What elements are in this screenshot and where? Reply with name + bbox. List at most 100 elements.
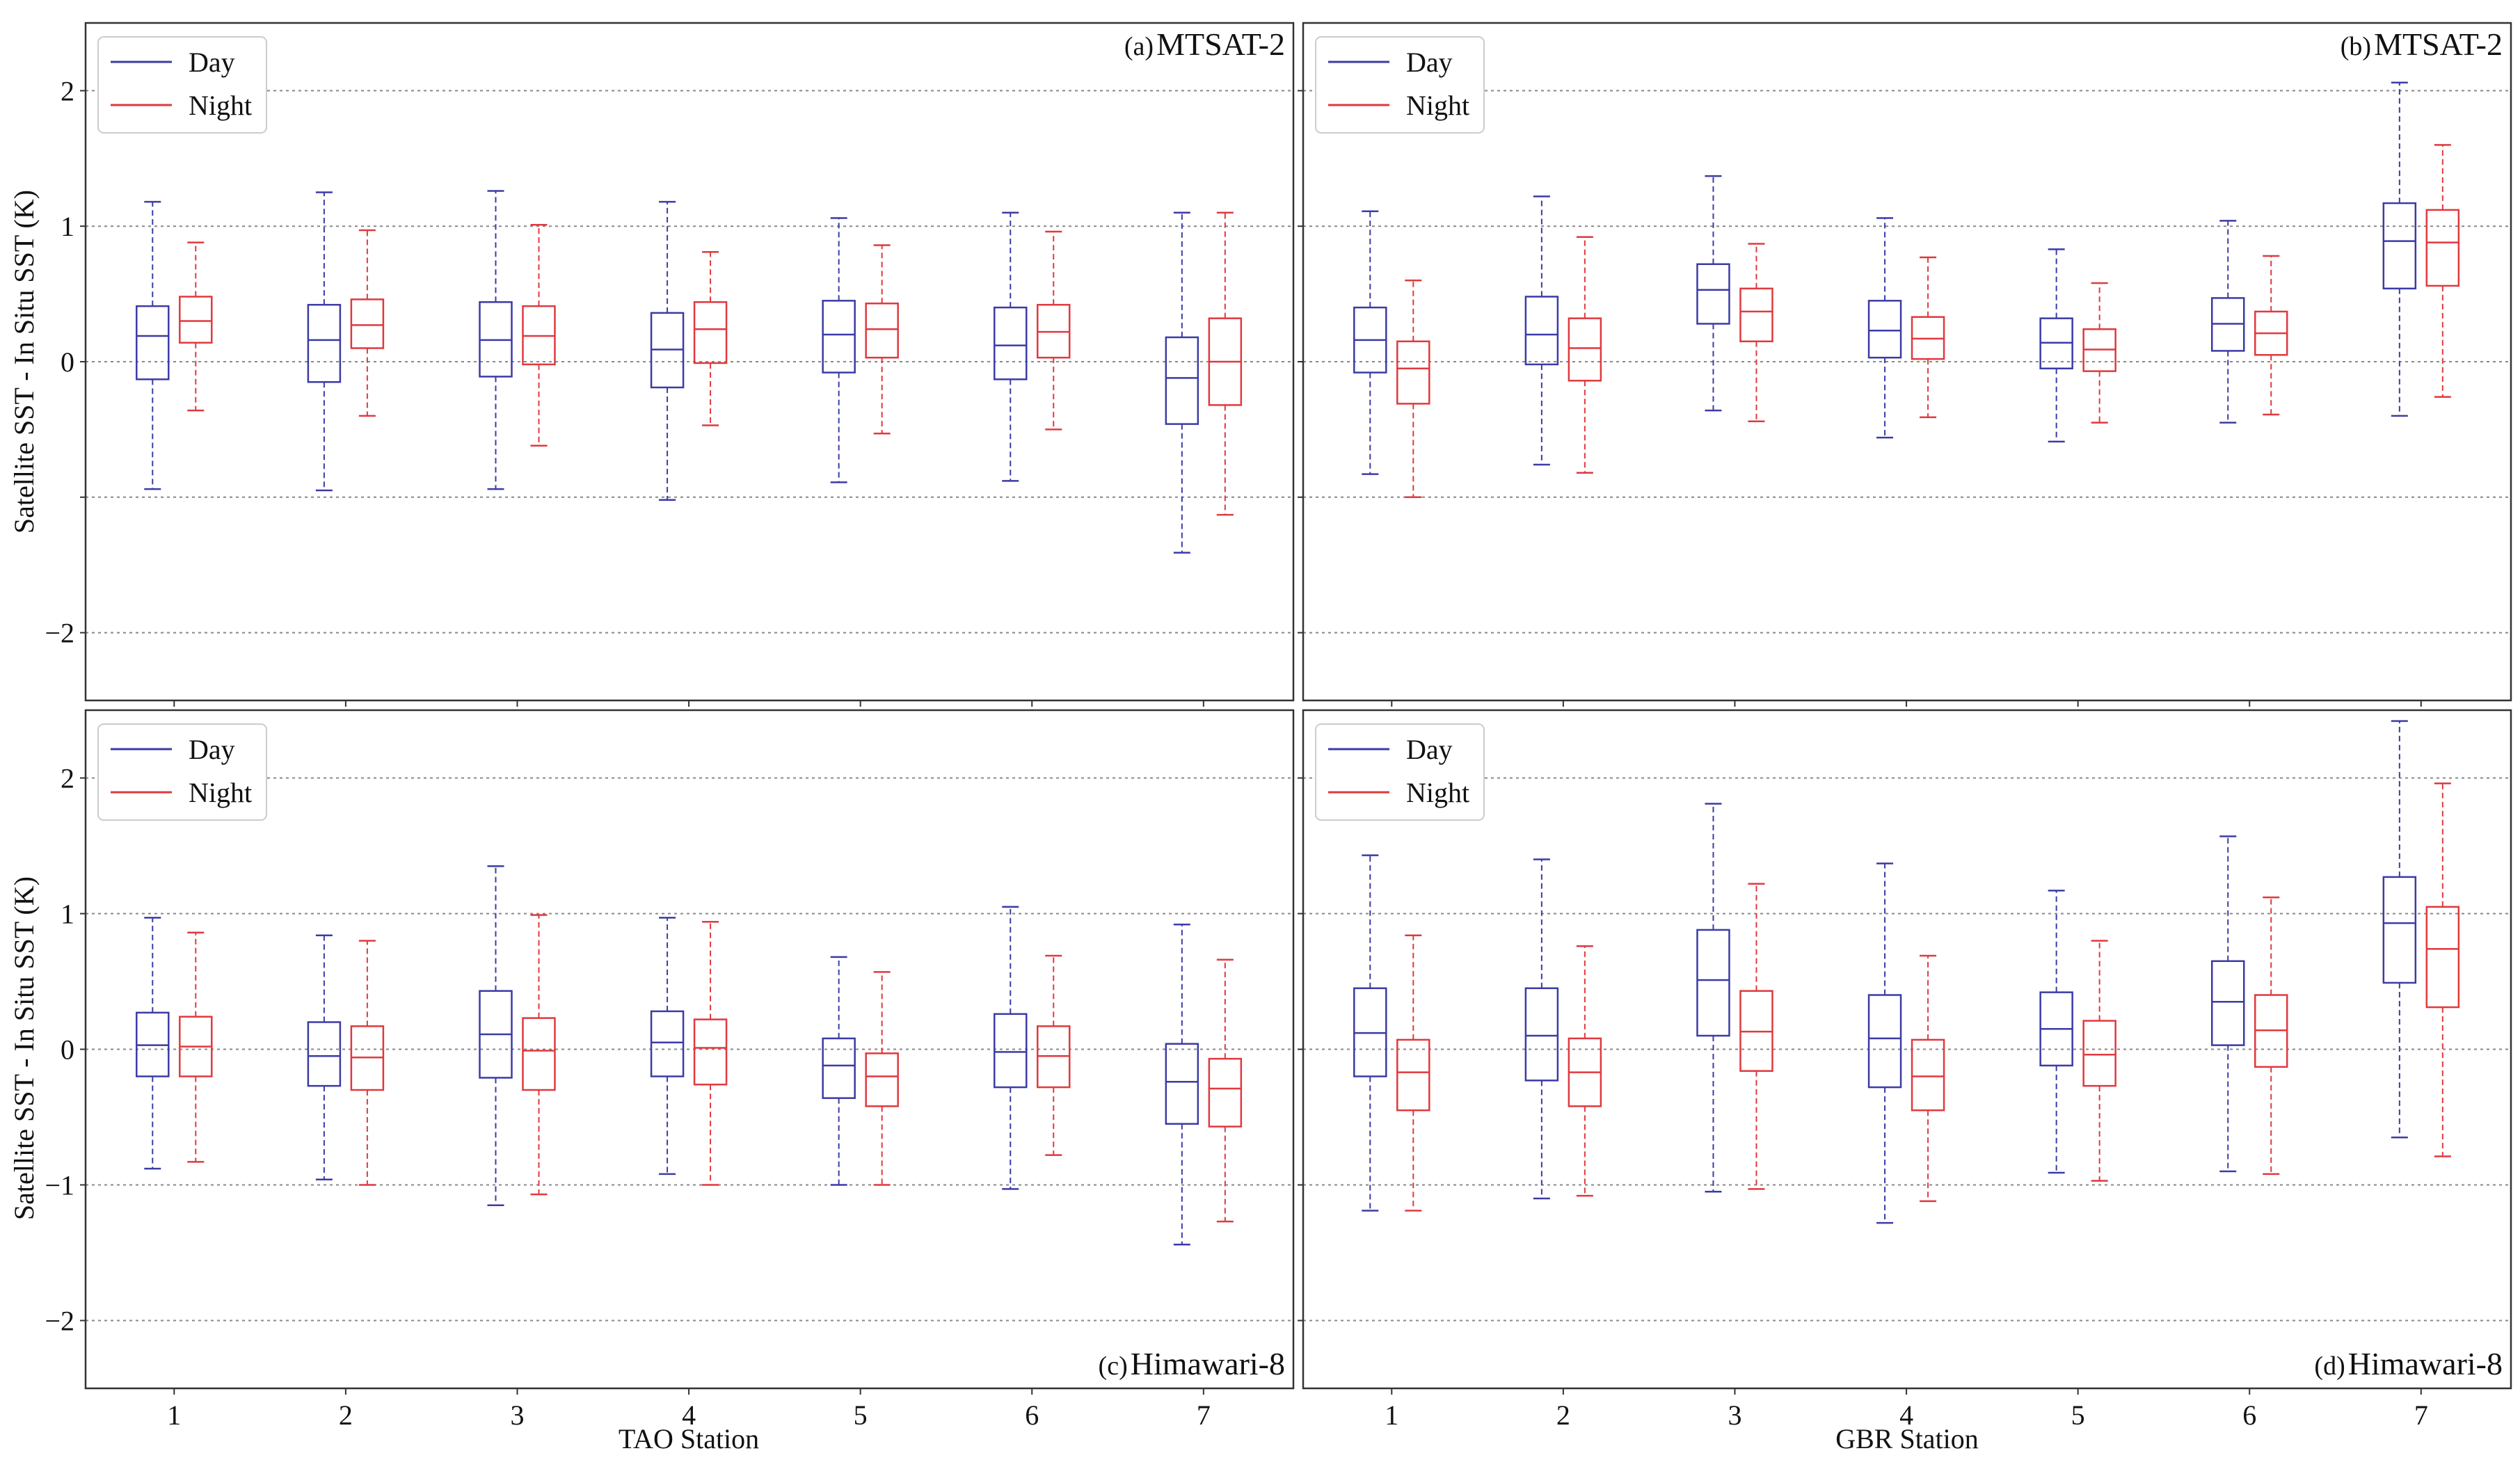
panel-tag-letter: (a) xyxy=(1124,32,1154,61)
day-box-station-4 xyxy=(1867,217,1902,439)
legend-day-label: Day xyxy=(189,734,235,765)
iqr-box xyxy=(136,305,170,380)
x-tick-label: 2 xyxy=(339,1399,353,1431)
day-box-station-4 xyxy=(650,200,685,501)
iqr-box xyxy=(307,1021,342,1087)
x-tick-label: 3 xyxy=(510,1399,524,1431)
legend: Day Night xyxy=(1315,723,1485,821)
iqr-box xyxy=(822,300,856,374)
y-tick-label: 2 xyxy=(61,763,74,794)
legend-night-label: Night xyxy=(189,777,252,808)
legend: Day Night xyxy=(1315,36,1485,134)
day-box-station-1 xyxy=(136,917,170,1170)
day-box-station-2 xyxy=(1524,195,1559,466)
iqr-box xyxy=(2382,202,2417,290)
legend-night-label: Night xyxy=(189,90,252,121)
iqr-box xyxy=(1867,994,1902,1089)
day-box-station-5 xyxy=(822,217,856,483)
panel-satellite-name: MTSAT-2 xyxy=(1156,26,1285,62)
x-tick-label: 2 xyxy=(1556,1399,1570,1431)
x-tick-label: 3 xyxy=(1728,1399,1741,1431)
day-box-station-2 xyxy=(307,934,342,1180)
panel-title: (b)MTSAT-2 xyxy=(2340,26,2503,62)
iqr-box xyxy=(1867,300,1902,359)
iqr-box xyxy=(822,1037,856,1099)
night-box-station-2 xyxy=(350,940,385,1186)
iqr-box xyxy=(522,1017,556,1091)
day-box-station-2 xyxy=(307,191,342,492)
y-tick-label: 1 xyxy=(61,899,74,930)
legend: Day Night xyxy=(97,723,267,821)
night-box-station-6 xyxy=(1037,954,1071,1156)
day-box-station-6 xyxy=(2211,220,2245,424)
panel-tag-letter: (c) xyxy=(1099,1351,1128,1381)
night-box-station-1 xyxy=(179,241,213,412)
day-box-station-6 xyxy=(994,211,1028,482)
x-axis-label-gbr: GBR Station xyxy=(1835,1423,1979,1454)
night-box-station-7 xyxy=(2425,144,2460,398)
day-box-station-7 xyxy=(1165,211,1199,554)
day-box-station-6 xyxy=(994,906,1028,1190)
y-tick-label: −1 xyxy=(45,1170,74,1201)
night-box-station-1 xyxy=(1396,934,1430,1212)
night-box-station-6 xyxy=(2254,255,2288,416)
iqr-box xyxy=(1524,296,1559,366)
iqr-box xyxy=(350,298,385,349)
y-tick-label: 2 xyxy=(61,75,74,106)
day-box-station-5 xyxy=(2039,890,2073,1174)
x-tick-label: 4 xyxy=(1899,1399,1913,1431)
night-box-station-4 xyxy=(693,250,728,426)
night-box-station-6 xyxy=(2254,896,2288,1176)
y-tick-label: 0 xyxy=(61,1034,74,1066)
iqr-box xyxy=(1396,340,1430,405)
night-box-station-3 xyxy=(522,914,556,1196)
x-tick-label: 7 xyxy=(2414,1399,2428,1431)
night-box-station-4 xyxy=(693,920,728,1186)
night-box-station-6 xyxy=(1037,230,1071,431)
iqr-box xyxy=(1696,929,1730,1037)
iqr-box xyxy=(307,303,342,383)
day-box-station-5 xyxy=(822,956,856,1186)
day-box-station-7 xyxy=(1165,923,1199,1246)
iqr-box xyxy=(1165,1043,1199,1125)
day-box-station-7 xyxy=(2382,720,2417,1139)
panel-b-mtsat2-gbr: Day Night (b)MTSAT-2 xyxy=(1298,22,2512,707)
legend-night-label: Night xyxy=(1406,90,1469,121)
iqr-box xyxy=(2425,906,2460,1009)
night-box-station-3 xyxy=(1739,243,1773,422)
iqr-box xyxy=(2425,209,2460,287)
iqr-box xyxy=(650,1010,685,1077)
iqr-box xyxy=(2211,960,2245,1046)
panel-tag-letter: (d) xyxy=(2314,1351,2345,1381)
day-box-station-7 xyxy=(2382,81,2417,417)
iqr-box xyxy=(1568,317,1602,382)
iqr-box xyxy=(2382,876,2417,984)
night-box-station-4 xyxy=(1911,954,1945,1203)
panel-title: (a)MTSAT-2 xyxy=(1124,26,1285,62)
iqr-box xyxy=(1696,263,1730,325)
iqr-box xyxy=(865,302,899,359)
x-axis-label-tao: TAO Station xyxy=(619,1423,759,1454)
iqr-box xyxy=(693,301,728,364)
panel-a-mtsat2-tao: 2 1 0 −2 Day Night (a)MTSAT-2 xyxy=(45,22,1295,707)
x-tick-label: 4 xyxy=(682,1399,696,1431)
x-tick-label: 5 xyxy=(2071,1399,2085,1431)
x-tick-label: 1 xyxy=(167,1399,181,1431)
day-box-station-4 xyxy=(650,917,685,1176)
panel-c-himawari8-tao: 2 1 0 −1 −2 1 2 3 4 5 6 7 Day Night (c)Himawari-8 xyxy=(45,709,1295,1431)
x-tick-label: 1 xyxy=(1385,1399,1398,1431)
day-box-station-3 xyxy=(1696,175,1730,412)
panel-d-himawari8-gbr: 1 2 3 4 5 6 7 Day Night (d)Himawari-8 xyxy=(1298,709,2512,1431)
day-box-station-4 xyxy=(1867,863,1902,1224)
y-axis-label-top: Satellite SST - In Situ SST (K) xyxy=(8,190,40,534)
legend-day-label: Day xyxy=(189,47,235,78)
day-box-station-1 xyxy=(1353,210,1387,475)
night-box-station-2 xyxy=(1568,236,1602,474)
night-box-station-7 xyxy=(1208,958,1243,1223)
night-box-station-1 xyxy=(179,931,213,1163)
panel-title: (d)Himawari-8 xyxy=(2314,1346,2503,1381)
iqr-box xyxy=(1911,1038,1945,1112)
night-box-station-4 xyxy=(1911,256,1945,419)
day-box-station-5 xyxy=(2039,248,2073,443)
